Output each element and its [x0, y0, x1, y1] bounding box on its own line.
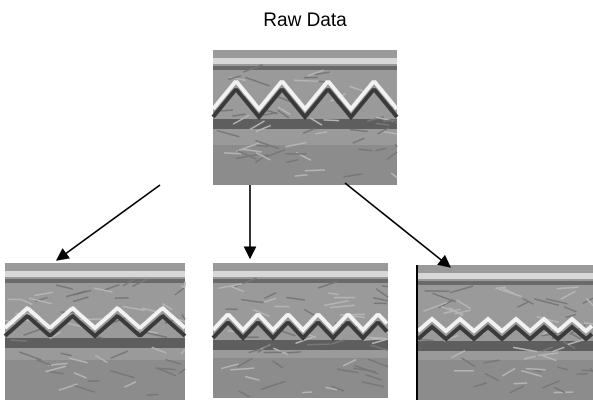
- title: Raw Data: [263, 10, 347, 31]
- texture: [514, 383, 528, 384]
- band: [5, 271, 185, 277]
- texture: [382, 286, 388, 287]
- texture: [294, 80, 319, 81]
- radargram: [418, 265, 593, 400]
- texture: [10, 340, 27, 341]
- band: [418, 360, 593, 400]
- band: [213, 271, 388, 277]
- radargram: [213, 50, 397, 185]
- band: [5, 338, 185, 348]
- arrow: [345, 183, 450, 267]
- texture: [287, 352, 301, 353]
- radargram: [213, 263, 388, 398]
- texture: [307, 344, 330, 345]
- texture: [302, 392, 312, 393]
- band: [213, 279, 388, 283]
- panels: [5, 50, 593, 400]
- texture: [577, 374, 588, 375]
- band: [213, 58, 397, 64]
- band: [213, 66, 397, 70]
- texture: [305, 170, 325, 171]
- band: [418, 341, 593, 351]
- band: [418, 273, 593, 279]
- band: [5, 279, 185, 283]
- arrow: [57, 185, 160, 260]
- page: Raw Data (() => { const data = JSON.pars…: [0, 0, 593, 402]
- texture: [147, 394, 159, 395]
- texture: [323, 120, 339, 121]
- texture: [383, 120, 397, 121]
- band: [418, 281, 593, 285]
- texture: [224, 153, 241, 154]
- radargram: [5, 263, 185, 400]
- diagram: Raw Data: [0, 0, 593, 402]
